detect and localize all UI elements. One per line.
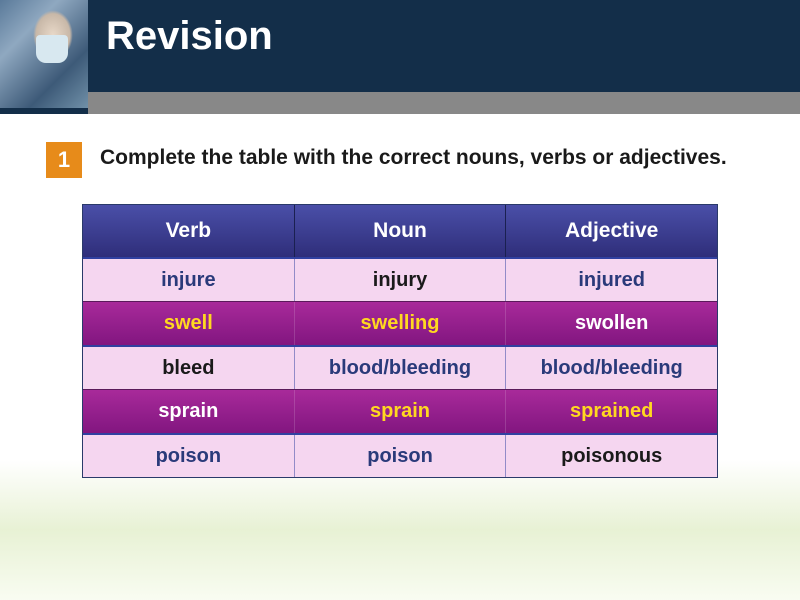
header-image (0, 0, 88, 108)
table-row: injure injury injured (83, 257, 717, 301)
col-adjective: Adjective (506, 205, 717, 257)
cell: injury (295, 259, 507, 301)
table-header: Verb Noun Adjective (83, 205, 717, 257)
vocab-table: Verb Noun Adjective injure injury injure… (82, 204, 718, 478)
instruction: 1 Complete the table with the correct no… (46, 142, 754, 178)
cell: injure (83, 259, 295, 301)
table-row: swell swelling swollen (83, 301, 717, 345)
footer-gradient (0, 460, 800, 600)
cell: swell (83, 302, 295, 345)
cell: poison (83, 435, 295, 477)
cell: blood/bleeding (295, 347, 507, 389)
col-noun: Noun (295, 205, 507, 257)
cell: injured (506, 259, 717, 301)
cell: swelling (295, 302, 507, 345)
cell: swollen (506, 302, 717, 345)
instruction-text: Complete the table with the correct noun… (100, 142, 727, 171)
instruction-number-badge: 1 (46, 142, 82, 178)
table-row: bleed blood/bleeding blood/bleeding (83, 345, 717, 389)
cell: blood/bleeding (506, 347, 717, 389)
table-row: sprain sprain sprained (83, 389, 717, 433)
header-strip (88, 92, 800, 114)
page-title: Revision (106, 14, 273, 59)
slide-header: Revision (0, 0, 800, 114)
cell: poison (295, 435, 507, 477)
cell: bleed (83, 347, 295, 389)
cell: sprain (295, 390, 507, 433)
content-area: 1 Complete the table with the correct no… (0, 114, 800, 478)
cell: poisonous (506, 435, 717, 477)
cell: sprained (506, 390, 717, 433)
table-row: poison poison poisonous (83, 433, 717, 477)
col-verb: Verb (83, 205, 295, 257)
cell: sprain (83, 390, 295, 433)
